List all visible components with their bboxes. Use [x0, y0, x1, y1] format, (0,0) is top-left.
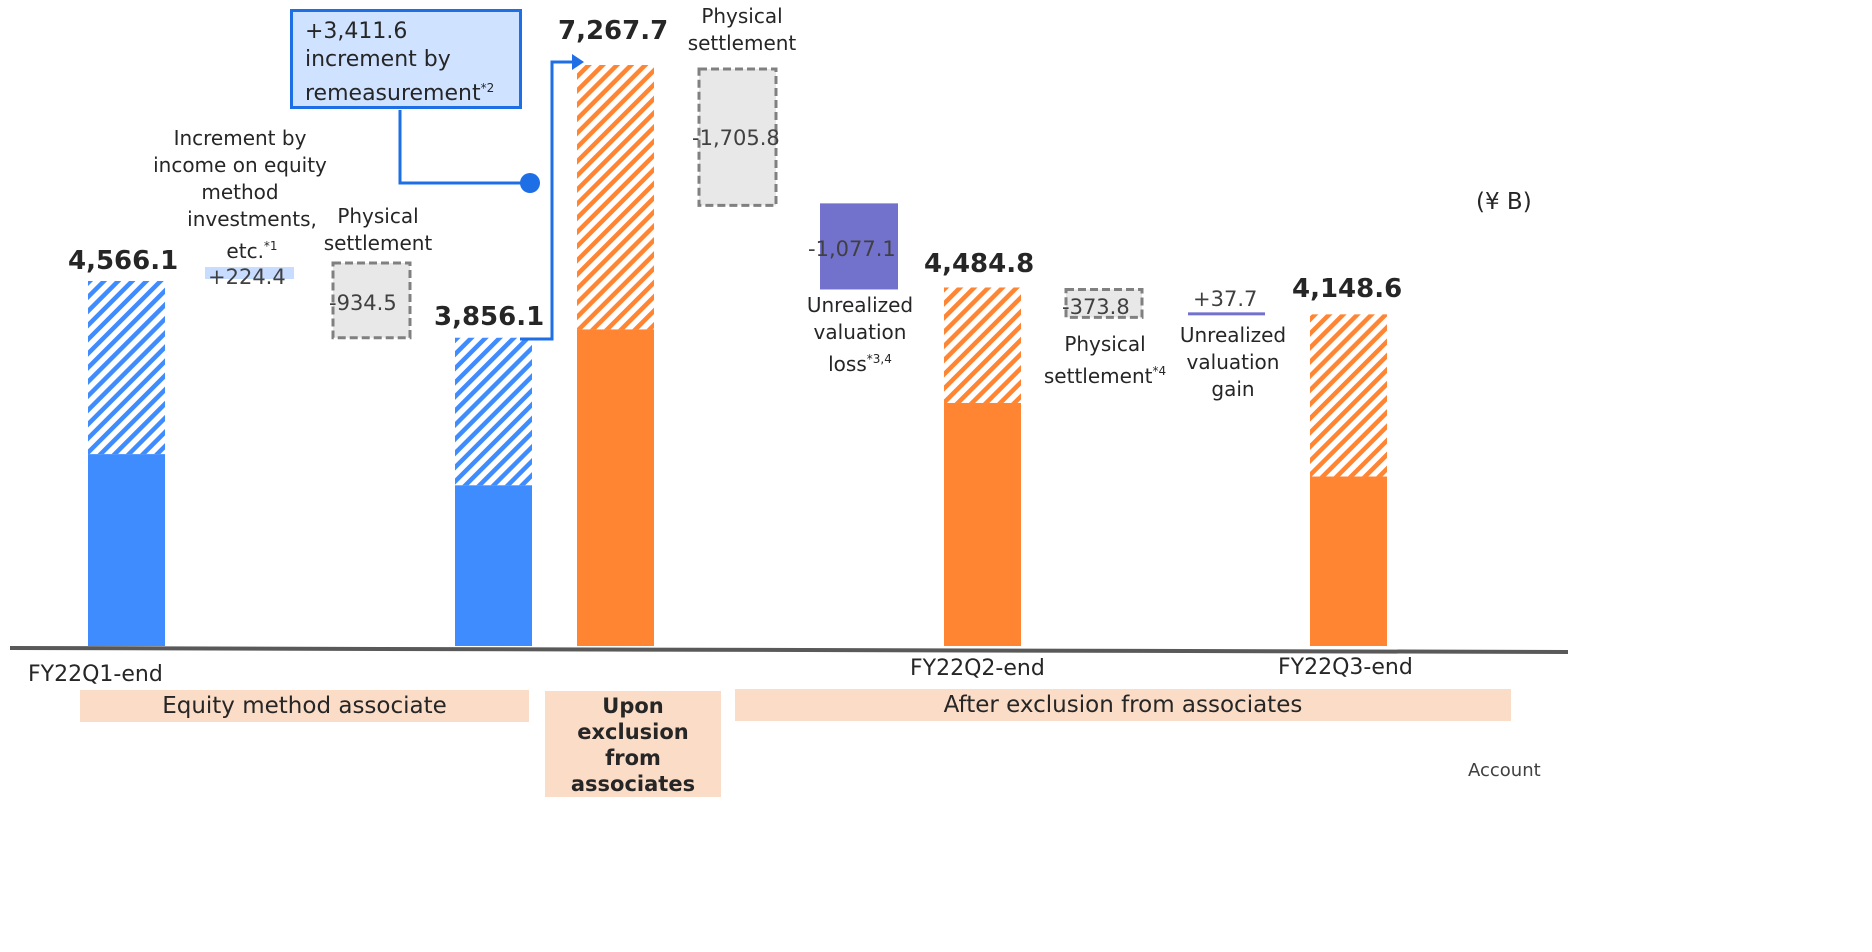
x-tick-fy22q2: FY22Q2-end: [910, 656, 1045, 681]
delta-bar-physical-3: [1064, 287, 1144, 319]
delta-label-physical-3: -373.8: [1062, 295, 1130, 319]
total-label-fy22q1: 4,566.1: [68, 246, 179, 276]
remeasurement-arrow-head: [572, 54, 584, 70]
x-tick-fy22q1: FY22Q1-end: [28, 662, 163, 687]
bar-solid-0: [88, 454, 165, 646]
x-tick-fy22q3: FY22Q3-end: [1278, 655, 1413, 680]
band-upon-exclusion: Upon exclusion from associates: [545, 691, 721, 797]
delta-bar-physical-1: [331, 261, 412, 340]
delta-label-physical-2: -1,705.8: [692, 126, 780, 150]
bar-solid-3: [944, 402, 1021, 646]
x-axis: [9, 646, 1568, 654]
bar-solid-1: [455, 485, 532, 646]
unit-label: (¥ B): [1476, 189, 1532, 215]
total-label-upon-exclusion: 7,267.7: [558, 16, 669, 46]
delta-bar-unrealized-loss: [820, 203, 898, 290]
total-label-before-exclusion: 3,856.1: [434, 302, 545, 332]
bar-hatched-3: [944, 287, 1021, 403]
note-unrealized-loss: Unrealized valuation loss*3,4: [806, 293, 914, 376]
band-equity-method-associate: Equity method associate: [80, 690, 529, 722]
delta-label-physical-1: -934.5: [329, 291, 397, 315]
delta-bar-unrealized-gain: [1188, 312, 1265, 316]
remeasurement-arrow: [520, 60, 574, 341]
delta-label-unrealized-gain: +37.7: [1193, 287, 1258, 311]
bar-hatched-4: [1310, 314, 1387, 477]
waterfall-chart: [9, 54, 1568, 654]
delta-label-unrealized-loss: -1,077.1: [808, 237, 896, 261]
note-unrealized-gain: Unrealized valuation gain: [1179, 323, 1287, 401]
note-physical-settlement-3: Physical settlement*4: [1043, 332, 1167, 388]
remeasurement-callout: +3,411.6 increment by remeasurement*2: [290, 9, 522, 109]
total-label-fy22q3: 4,148.6: [1292, 274, 1403, 304]
bar-solid-2: [577, 329, 654, 646]
note-increment: Increment by income on equity method inv…: [153, 126, 327, 263]
bar-hatched-1: [455, 337, 532, 486]
bar-solid-4: [1310, 476, 1387, 646]
callout-leader-dot: [520, 173, 540, 193]
delta-bar-physical-2: [697, 67, 778, 207]
footer-text: Account: [1468, 760, 1541, 781]
note-physical-settlement-1: Physical settlement: [323, 204, 433, 255]
bar-hatched-2: [577, 65, 654, 330]
total-label-fy22q2: 4,484.8: [924, 249, 1035, 279]
band-after-exclusion: After exclusion from associates: [735, 689, 1511, 721]
note-physical-settlement-2: Physical settlement: [687, 4, 797, 55]
delta-label-increment: +224.4: [208, 265, 286, 289]
bar-hatched-0: [88, 280, 165, 455]
callout-leader: [398, 110, 530, 185]
delta-bar-increment: [205, 267, 294, 279]
